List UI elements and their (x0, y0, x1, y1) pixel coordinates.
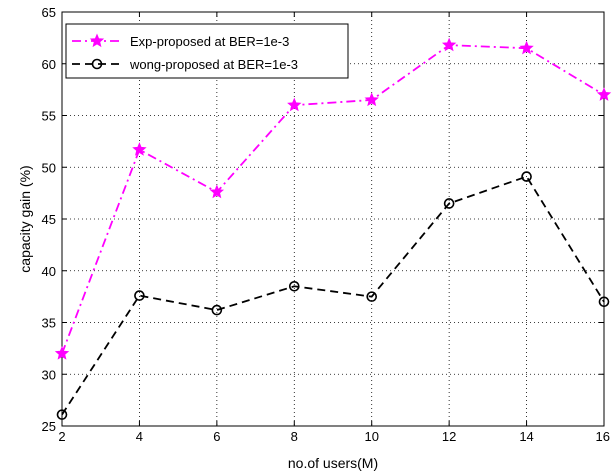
y-tick-label: 40 (42, 264, 56, 279)
x-tick-label: 2 (58, 429, 65, 444)
series-1 (54, 37, 612, 360)
data-point-2 (366, 291, 378, 302)
data-point-2 (134, 290, 145, 301)
y-tick-label: 50 (42, 160, 56, 175)
x-tick-label: 14 (519, 429, 533, 444)
data-point-2 (288, 280, 300, 292)
series-2 (56, 171, 610, 420)
x-tick-label: 8 (291, 429, 298, 444)
data-point-1 (54, 346, 70, 360)
legend-label-1: Exp-proposed at BER=1e-3 (130, 34, 289, 49)
series-line-1 (61, 44, 605, 354)
legend-entry-1: Exp-proposed at BER=1e-3 (72, 33, 289, 49)
legend: Exp-proposed at BER=1e-3 wong-proposed at… (65, 23, 349, 79)
plot-background (62, 12, 604, 426)
grid (62, 12, 604, 426)
data-point-2 (443, 198, 455, 209)
series-group (54, 37, 612, 420)
legend-marker-1 (89, 33, 105, 48)
y-tick-label: 35 (42, 316, 56, 331)
data-point-1 (209, 184, 225, 199)
data-point-2 (521, 171, 532, 182)
data-point-1 (441, 37, 457, 52)
axis-ticks: 2 4 6 8 10 12 14 16 25 30 35 40 45 50 55 60 65 (42, 5, 610, 444)
y-tick-label: 65 (42, 5, 56, 20)
legend-marker-2 (91, 58, 103, 70)
data-point-2 (598, 296, 610, 308)
y-tick-label: 55 (42, 109, 56, 124)
data-point-1 (287, 97, 302, 112)
data-point-2 (211, 304, 223, 316)
y-tick-label: 25 (42, 419, 56, 434)
x-tick-label: 16 (596, 429, 610, 444)
y-tick-label: 45 (42, 212, 56, 227)
x-tick-label: 12 (442, 429, 456, 444)
x-axis-label: no.of users(M) (288, 455, 378, 471)
legend-label-2: wong-proposed at BER=1e-3 (129, 57, 298, 72)
data-point-1 (364, 92, 379, 107)
x-tick-label: 6 (213, 429, 220, 444)
legend-entry-2: wong-proposed at BER=1e-3 (72, 57, 298, 72)
data-point-1 (596, 87, 612, 101)
data-point-2 (56, 409, 68, 420)
y-axis-label: capacity gain (%) (17, 165, 33, 272)
data-point-1 (132, 142, 147, 156)
x-tick-label: 10 (364, 429, 378, 444)
y-tick-label: 30 (42, 367, 56, 382)
y-tick-label: 60 (42, 57, 56, 72)
series-line-2 (61, 175, 605, 416)
data-point-1 (519, 40, 534, 55)
x-tick-label: 4 (136, 429, 143, 444)
legend-box (65, 23, 349, 79)
